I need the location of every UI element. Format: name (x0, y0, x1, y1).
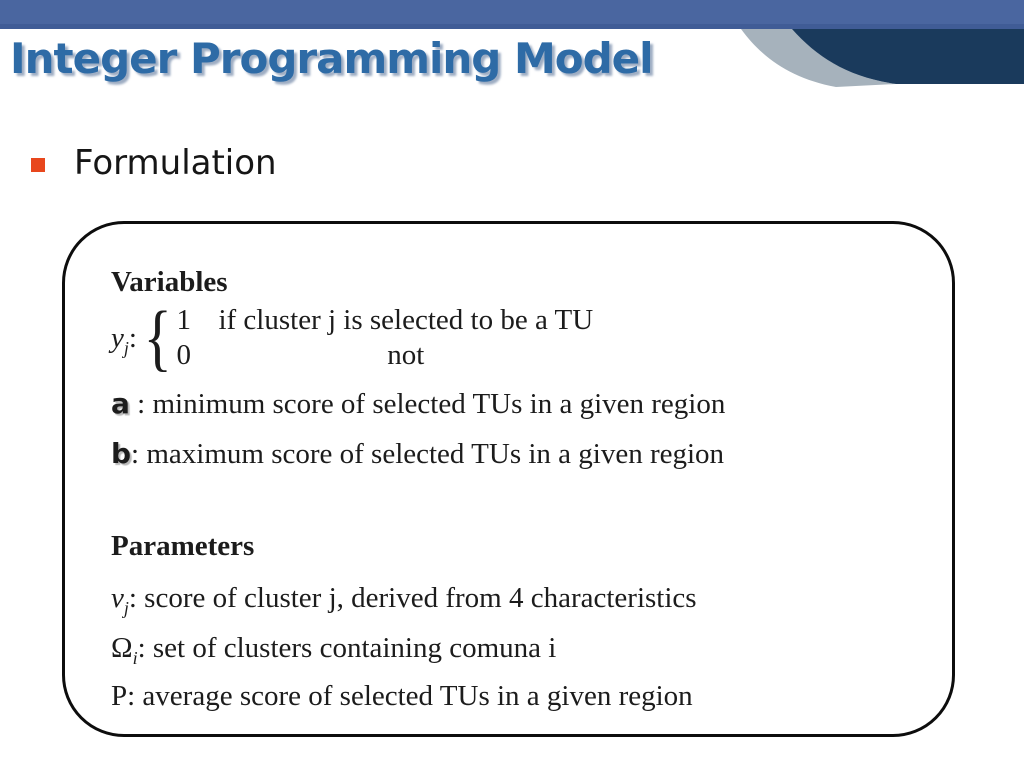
v-subscript: j (123, 597, 129, 618)
a-symbol: a (111, 387, 130, 420)
bullet-square-icon (31, 158, 45, 172)
header-bar-edge (0, 24, 1024, 29)
swoosh-curve-icon (741, 29, 896, 87)
parameters-heading: Parameters (111, 530, 255, 562)
header-banner-graphic (0, 0, 1024, 87)
case-one-value: 1 (176, 304, 191, 336)
b-symbol: b (111, 437, 132, 470)
omega-description: : set of clusters containing comuna i (137, 632, 557, 664)
case-row-zero: 0 not (176, 338, 593, 373)
v-parameter-definition: vj: score of cluster j, derived from 4 c… (111, 580, 697, 617)
a-variable-definition: a : minimum score of selected TUs in a g… (111, 386, 725, 422)
a-description: : minimum score of selected TUs in a giv… (129, 388, 726, 420)
y-subscript: j (123, 337, 129, 358)
omega-var: Ω (111, 632, 133, 664)
omega-symbol: Ωi (111, 632, 138, 667)
case-definitions: 1 if cluster j is selected to be a TU 0 … (176, 303, 593, 373)
b-variable-definition: b: maximum score of selected TUs in a gi… (111, 436, 724, 472)
case-row-one: 1 if cluster j is selected to be a TU (176, 303, 593, 338)
header-corner-shape (792, 29, 1024, 84)
y-variable-symbol: yj: (111, 320, 137, 358)
case-one-condition: if cluster j is selected to be a TU (218, 304, 594, 336)
formulation-box: Variables yj: { 1 if cluster j is select… (62, 221, 955, 737)
bullet-item: Formulation (31, 143, 277, 183)
curly-brace-icon: { (143, 297, 172, 379)
page-title: Integer Programming Model (10, 34, 654, 83)
b-description: : maximum score of selected TUs in a giv… (131, 438, 725, 470)
case-zero-value: 0 (176, 339, 191, 371)
bullet-label: Formulation (74, 143, 277, 183)
variable-definition-formula: yj: { 1 if cluster j is selected to be a… (111, 297, 593, 379)
v-description: : score of cluster j, derived from 4 cha… (128, 582, 697, 614)
y-var: y (111, 322, 124, 354)
case-zero-condition: not (387, 339, 425, 371)
y-colon: : (128, 322, 137, 354)
v-symbol: vj (111, 582, 129, 617)
variables-heading: Variables (111, 266, 228, 298)
header-bar (0, 0, 1024, 24)
omega-parameter-definition: Ωi: set of clusters containing comuna i (111, 630, 557, 667)
omega-subscript: i (132, 647, 138, 668)
p-parameter-definition: P: average score of selected TUs in a gi… (111, 680, 693, 712)
v-var: v (111, 582, 124, 614)
